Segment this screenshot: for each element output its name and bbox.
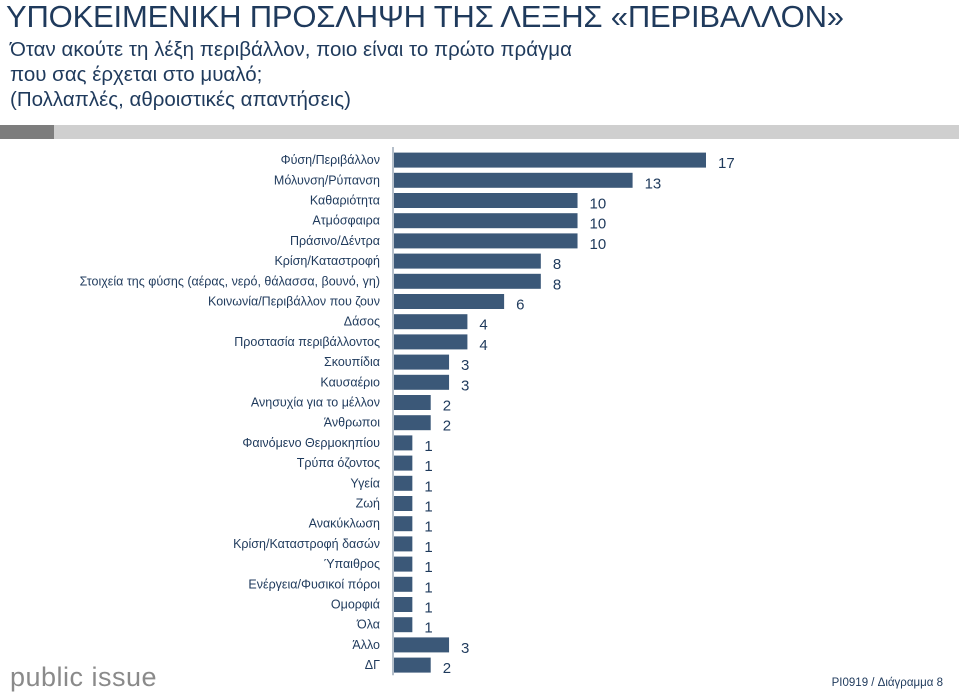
question-text: Όταν ακούτε τη λέξη περιβάλλον, ποιο είν… bbox=[10, 37, 572, 112]
bar bbox=[394, 233, 578, 249]
data-label: 8 bbox=[553, 256, 561, 273]
data-label: 3 bbox=[461, 357, 469, 374]
bar bbox=[394, 334, 468, 350]
data-label: 3 bbox=[461, 377, 469, 394]
category-label: Πράσινο/Δέντρα bbox=[290, 234, 380, 248]
bar bbox=[394, 314, 468, 330]
category-label: Ζωή bbox=[356, 497, 380, 511]
category-label: Τρύπα όζοντος bbox=[297, 456, 380, 470]
category-label: Υγεία bbox=[350, 476, 380, 490]
divider-accent bbox=[0, 125, 54, 139]
bar bbox=[394, 657, 431, 673]
category-label: Ομορφιά bbox=[331, 598, 380, 612]
data-label: 10 bbox=[590, 196, 607, 213]
data-label: 1 bbox=[424, 438, 432, 455]
data-label: 1 bbox=[424, 559, 432, 576]
category-label: Κρίση/Καταστροφή δασών bbox=[233, 537, 380, 551]
category-label: ΔΓ bbox=[365, 658, 380, 672]
data-label: 1 bbox=[424, 539, 432, 556]
category-label: Ανησυχία για το μέλλον bbox=[251, 396, 380, 410]
category-label: Άλλο bbox=[352, 638, 380, 652]
category-label: Ατμόσφαιρα bbox=[312, 214, 380, 228]
bar bbox=[394, 193, 578, 208]
data-label: 8 bbox=[553, 276, 561, 293]
category-label: Καθαριότητα bbox=[310, 194, 380, 208]
data-label: 4 bbox=[479, 337, 487, 354]
divider-band bbox=[54, 125, 959, 139]
bar bbox=[394, 415, 431, 431]
category-label: Δάσος bbox=[344, 315, 380, 329]
bar bbox=[394, 617, 413, 633]
bar bbox=[394, 435, 413, 451]
data-label: 10 bbox=[590, 236, 607, 253]
data-label: 2 bbox=[443, 660, 451, 676]
bar bbox=[394, 354, 450, 370]
data-label: 10 bbox=[590, 216, 607, 233]
bar bbox=[394, 152, 706, 168]
data-label: 1 bbox=[424, 519, 432, 536]
bar bbox=[394, 496, 413, 511]
data-label: 3 bbox=[461, 640, 469, 657]
bar bbox=[394, 475, 413, 491]
data-label: 13 bbox=[645, 175, 662, 192]
category-label: Ανακύκλωση bbox=[309, 517, 380, 531]
diagram-id: PI0919 / Διάγραμμα 8 bbox=[831, 677, 943, 689]
category-label: Προστασία περιβάλλοντος bbox=[234, 335, 380, 349]
bar bbox=[394, 576, 413, 592]
category-label: Μόλυνση/Ρύπανση bbox=[274, 173, 380, 187]
category-label: Καυσαέριο bbox=[320, 375, 380, 389]
question-line-3: (Πολλαπλές, αθροιστικές απαντήσεις) bbox=[10, 88, 351, 111]
bar bbox=[394, 455, 413, 471]
category-label: Στοιχεία της φύσης (αέρας, νερό, θάλασσα… bbox=[80, 274, 380, 288]
brand-logo: public issue bbox=[10, 662, 158, 692]
data-label: 6 bbox=[516, 297, 524, 314]
question-line-2: που σας έρχεται στο μυαλό; bbox=[10, 63, 263, 86]
bar bbox=[394, 294, 505, 309]
bar bbox=[394, 172, 633, 188]
bar bbox=[394, 556, 413, 572]
category-label: Κοινωνία/Περιβάλλον που ζουν bbox=[208, 295, 380, 309]
category-label: Σκουπίδια bbox=[324, 355, 380, 369]
data-label: 1 bbox=[424, 458, 432, 475]
bar bbox=[394, 395, 431, 410]
data-label: 17 bbox=[718, 155, 735, 172]
bar bbox=[394, 374, 450, 390]
data-label: 2 bbox=[443, 418, 451, 435]
bar bbox=[394, 213, 578, 229]
bar bbox=[394, 637, 450, 653]
category-label: Άνθρωποι bbox=[324, 416, 380, 430]
bar bbox=[394, 253, 541, 269]
data-label: 1 bbox=[424, 499, 432, 516]
category-label: Όλα bbox=[356, 618, 380, 632]
bar bbox=[394, 536, 413, 552]
category-label: Ύπαιθρος bbox=[324, 557, 380, 571]
data-label: 1 bbox=[424, 478, 432, 495]
bar bbox=[394, 597, 413, 612]
bar bbox=[394, 273, 541, 289]
category-label: Φύση/Περιβάλλον bbox=[281, 153, 380, 167]
category-label: Κρίση/Καταστροφή bbox=[274, 254, 380, 268]
page-title: ΥΠΟΚΕΙΜΕΝΙΚΗ ΠΡΟΣΛΗΨΗ ΤΗΣ ΛΕΞΗΣ «ΠΕΡΙΒΑΛ… bbox=[6, 0, 844, 34]
data-label: 1 bbox=[424, 579, 432, 596]
bar bbox=[394, 516, 413, 532]
question-line-1: Όταν ακούτε τη λέξη περιβάλλον, ποιο είν… bbox=[10, 38, 572, 61]
data-label: 1 bbox=[424, 620, 432, 637]
category-label: Φαινόμενο Θερμοκηπίου bbox=[242, 436, 380, 450]
data-label: 4 bbox=[479, 317, 487, 334]
data-label: 1 bbox=[424, 600, 432, 617]
data-label: 2 bbox=[443, 398, 451, 415]
category-label: Ενέργεια/Φυσικοί πόροι bbox=[248, 577, 380, 591]
